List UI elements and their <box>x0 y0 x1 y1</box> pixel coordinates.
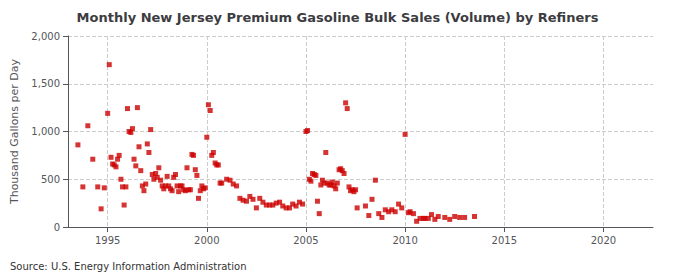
svg-text:1,500: 1,500 <box>31 78 60 89</box>
svg-text:2,000: 2,000 <box>31 31 60 42</box>
svg-text:1,000: 1,000 <box>31 126 60 137</box>
svg-text:2010: 2010 <box>392 235 417 246</box>
svg-text:2005: 2005 <box>293 235 318 246</box>
svg-text:Monthly New Jersey Premium Gas: Monthly New Jersey Premium Gasoline Bulk… <box>77 10 599 25</box>
svg-text:500: 500 <box>41 174 60 185</box>
svg-text:0: 0 <box>54 222 60 233</box>
svg-text:1995: 1995 <box>95 235 120 246</box>
svg-text:2015: 2015 <box>492 235 517 246</box>
svg-text:2000: 2000 <box>194 235 219 246</box>
svg-text:Thousand Gallons per Day: Thousand Gallons per Day <box>8 58 21 205</box>
svg-text:Source: U.S. Energy Informatio: Source: U.S. Energy Information Administ… <box>10 261 247 272</box>
svg-text:2020: 2020 <box>591 235 616 246</box>
